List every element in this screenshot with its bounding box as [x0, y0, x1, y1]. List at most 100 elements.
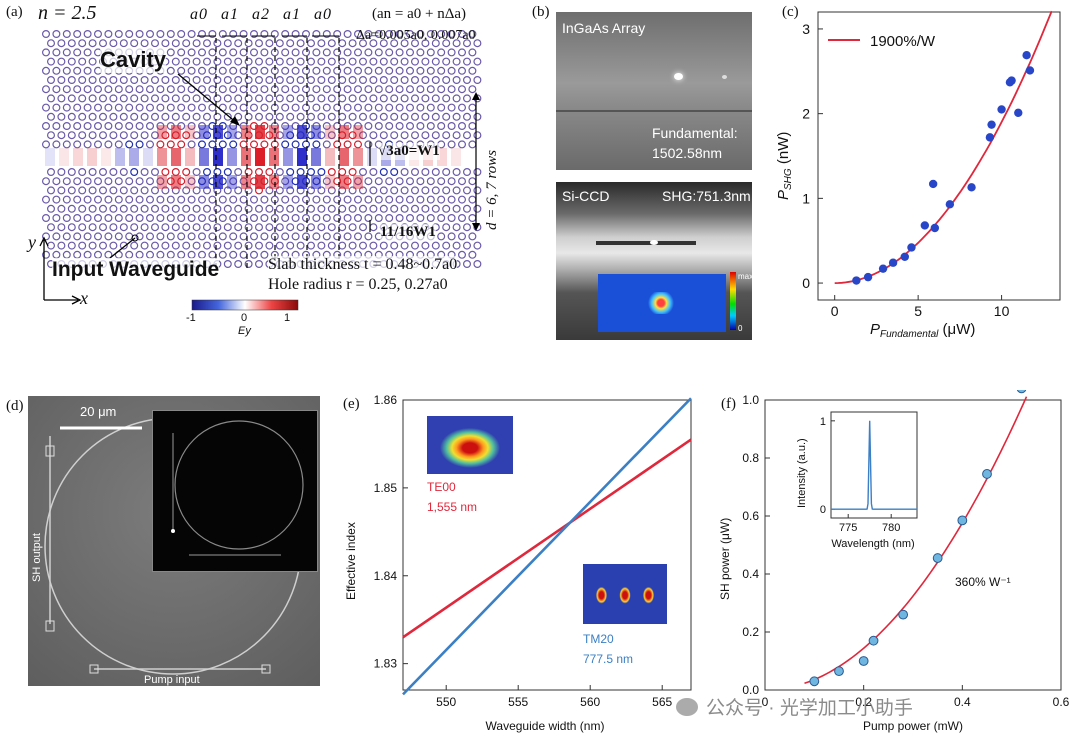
lattice-hole [177, 214, 186, 223]
lattice-hole [275, 94, 284, 103]
lattice-hole [307, 57, 316, 66]
field-cell [297, 125, 307, 139]
lattice-hole [400, 241, 409, 250]
field-cell [437, 148, 447, 166]
panel-b: (b) InGaAs Array Fundamental: 1502.58nm … [530, 0, 770, 345]
lattice-hole [244, 112, 253, 121]
lattice-hole [192, 94, 201, 103]
lattice-hole [395, 103, 404, 112]
lattice-hole [426, 121, 435, 130]
lattice-hole [78, 94, 87, 103]
lattice-hole [67, 39, 76, 48]
lattice-hole [327, 241, 336, 250]
lattice-hole [458, 66, 467, 75]
lattice-hole [255, 260, 264, 269]
lattice-hole [98, 131, 107, 140]
lattice-hole [468, 30, 477, 39]
lattice-hole [354, 177, 363, 186]
lattice-hole [426, 30, 435, 39]
lattice-hole [52, 103, 61, 112]
cavity-label: Cavity [100, 47, 167, 73]
lattice-hole [406, 214, 415, 223]
lattice-hole [135, 30, 144, 39]
lattice-hole [411, 94, 420, 103]
lattice-hole [317, 204, 326, 213]
lattice-hole [239, 30, 248, 39]
data-point [967, 183, 976, 192]
lattice-hole [333, 214, 342, 223]
lattice-hole [130, 186, 139, 195]
lattice-hole [431, 131, 440, 140]
lattice-hole [431, 75, 440, 84]
ingaas-title: InGaAs Array [562, 20, 646, 36]
lattice-hole [255, 39, 264, 48]
sh-output-label: SH output [31, 533, 43, 582]
lattice-hole [234, 186, 243, 195]
lattice-hole [203, 57, 212, 66]
lattice-hole [52, 66, 61, 75]
lattice-hole [93, 195, 102, 204]
panel-a: (a) n = 2.5 a0 a1 a2 a1 a0 (an = a0 + nΔ… [0, 0, 530, 337]
lattice-hole [369, 168, 378, 177]
lattice-hole [234, 260, 243, 269]
lattice-hole [296, 241, 305, 250]
lattice-hole [109, 204, 118, 213]
lattice-hole [171, 112, 180, 121]
lattice-hole [369, 131, 378, 140]
lattice-hole [348, 241, 357, 250]
lattice-hole [171, 39, 180, 48]
cbar-label: Ey [238, 325, 251, 337]
lattice-hole [83, 66, 92, 75]
field-cell [283, 148, 293, 166]
lattice-hole [385, 30, 394, 39]
lattice-hole [161, 168, 170, 177]
lattice-hole [125, 195, 134, 204]
lattice-hole [473, 260, 482, 269]
lattice-hole [88, 204, 97, 213]
lattice-hole [161, 94, 170, 103]
lattice-hole [426, 195, 435, 204]
lattice-hole [317, 94, 326, 103]
lattice-hole [244, 223, 253, 232]
lattice-hole [369, 223, 378, 232]
lattice-hole [452, 94, 461, 103]
lattice-hole [146, 121, 155, 130]
lattice-hole [213, 223, 222, 232]
lattice-hole [93, 140, 102, 149]
lattice-hole [67, 241, 76, 250]
lattice-hole [359, 241, 368, 250]
lattice-hole [385, 85, 394, 94]
lattice-hole [327, 131, 336, 140]
lattice-hole [104, 140, 113, 149]
lattice-hole [223, 131, 232, 140]
lattice-hole [41, 48, 50, 57]
lattice-hole [473, 168, 482, 177]
y-axis-label: Effective index [344, 522, 358, 600]
lattice-hole [182, 75, 191, 84]
lattice-hole [359, 223, 368, 232]
lattice-hole [317, 186, 326, 195]
lattice-hole [198, 85, 207, 94]
lattice-hole [46, 186, 55, 195]
lattice-hole [260, 250, 269, 259]
plot-frame [402, 399, 692, 691]
field-cell [199, 148, 209, 166]
lattice-hole [234, 223, 243, 232]
y-tick-label: 1.86 [374, 393, 398, 407]
lattice-hole [291, 232, 300, 241]
lattice-hole [416, 48, 425, 57]
lattice-hole [208, 195, 217, 204]
lattice-hole [426, 85, 435, 94]
lattice-hole [208, 214, 217, 223]
lattice-hole [52, 140, 61, 149]
y-axis-label: SH power (μW) [718, 518, 732, 600]
lattice-hole [109, 39, 118, 48]
si-ccd-image: Si-CCD SHG:751.3nm max 0 [556, 182, 753, 340]
lattice-hole [395, 195, 404, 204]
axis-y-label: y [28, 232, 36, 252]
lattice-hole [78, 241, 87, 250]
lattice-hole [431, 168, 440, 177]
lattice-hole [218, 250, 227, 259]
lattice-hole [187, 140, 196, 149]
lattice-hole [46, 39, 55, 48]
